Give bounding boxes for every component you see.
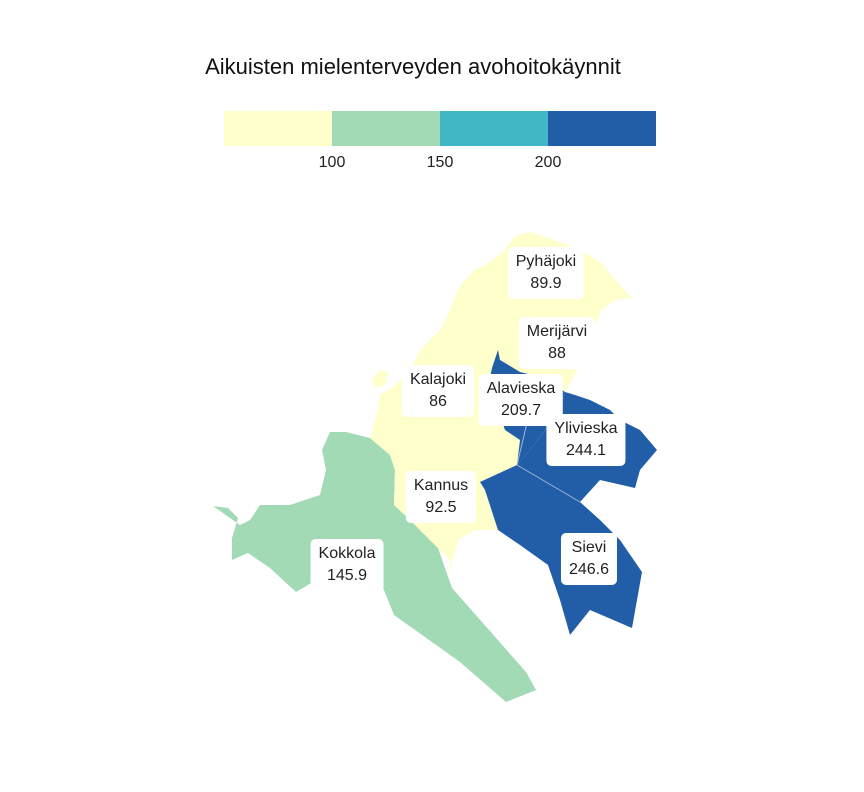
region-boundary (516, 464, 581, 503)
region-label-ylivieska: Ylivieska 244.1 (546, 414, 626, 466)
region-name: Sievi (571, 539, 607, 556)
region-value: 246.6 (568, 561, 610, 578)
region-label-sievi: Sievi 246.6 (560, 533, 618, 585)
region-name: Kannus (413, 477, 469, 494)
region-name: Ylivieska (554, 420, 618, 437)
region-label-alavieska: Alavieska 209.7 (478, 374, 564, 426)
region-value: 209.7 (500, 402, 542, 419)
region-kokkola[interactable] (213, 432, 536, 702)
map-title: Aikuisten mielenterveyden avohoitokäynni… (205, 54, 621, 79)
region-kalajoki-island (372, 370, 388, 388)
region-label-pyhajoki: Pyhäjoki 89.9 (507, 247, 585, 299)
legend-swatch (224, 111, 332, 146)
region-name: Kokkola (318, 545, 376, 562)
region-value: 86 (429, 393, 447, 410)
region-name: Alavieska (486, 380, 556, 397)
legend-tick: 100 (318, 154, 346, 171)
legend-swatch (332, 111, 440, 146)
legend-tick: 150 (426, 154, 454, 171)
region-value: 244.1 (565, 442, 607, 459)
region-name: Merijärvi (526, 323, 588, 340)
region-label-merijarvi: Merijärvi 88 (518, 317, 596, 369)
region-label-kannus: Kannus 92.5 (405, 471, 477, 523)
region-label-kokkola: Kokkola 145.9 (310, 539, 384, 591)
region-value: 89.9 (530, 275, 562, 292)
region-value: 92.5 (425, 499, 457, 516)
region-value: 145.9 (326, 567, 368, 584)
legend-swatch (548, 111, 656, 146)
color-legend (224, 111, 656, 146)
legend-swatch (440, 111, 548, 146)
region-name: Pyhäjoki (515, 253, 577, 270)
region-value: 88 (548, 345, 566, 362)
legend-tick: 200 (534, 154, 562, 171)
region-name: Kalajoki (409, 371, 467, 388)
region-label-kalajoki: Kalajoki 86 (401, 365, 475, 417)
